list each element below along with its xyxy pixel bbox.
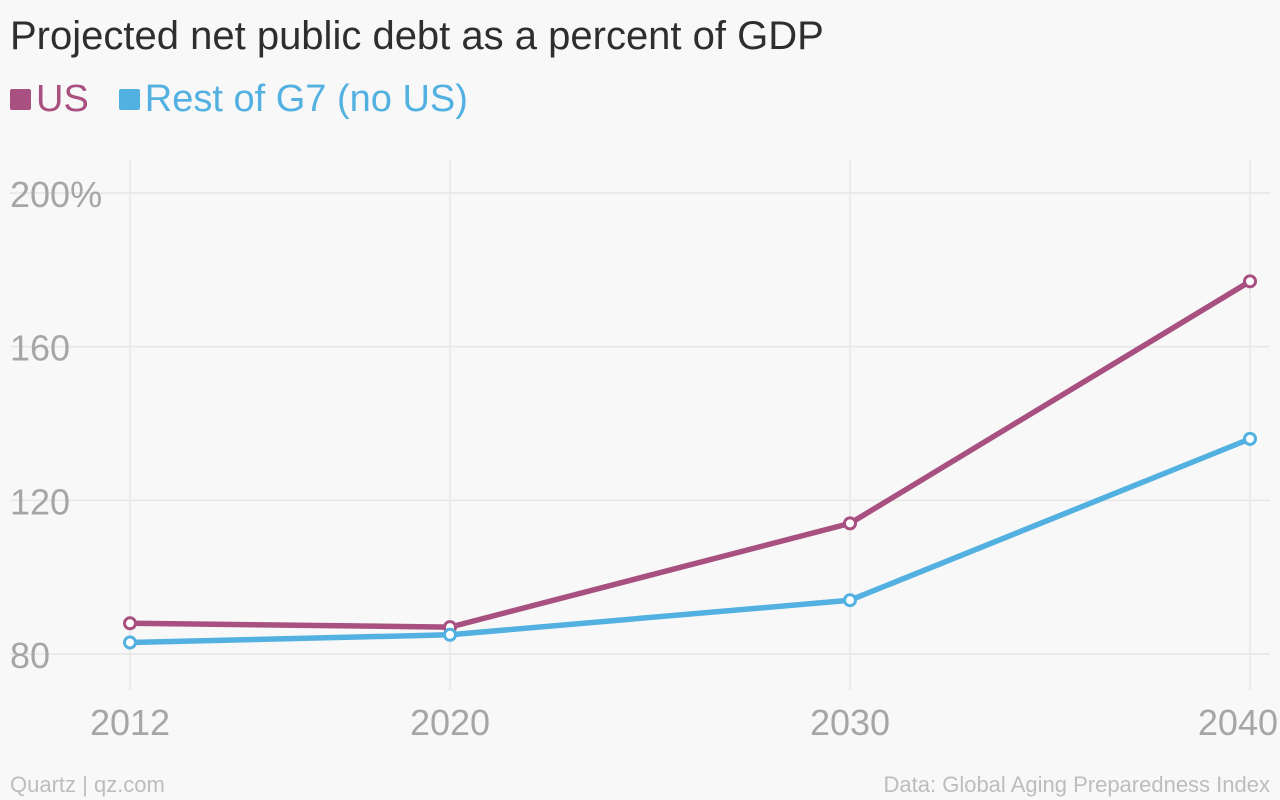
y-tick-label: 120 xyxy=(10,481,70,522)
x-tick-label: 2020 xyxy=(410,702,490,743)
data-point-rest-of-g7 xyxy=(123,635,137,650)
data-point-us xyxy=(123,616,137,631)
series-line-us xyxy=(127,278,1253,630)
legend-item-us: US xyxy=(10,78,89,121)
legend: US Rest of G7 (no US) xyxy=(10,78,498,121)
x-tick-label: 2030 xyxy=(810,702,890,743)
y-tick-label: 80 xyxy=(10,635,50,676)
source-text: Data: Global Aging Preparedness Index xyxy=(883,772,1270,797)
data-point-rest-of-g7 xyxy=(1243,431,1257,446)
x-tick-label: 2012 xyxy=(90,702,170,743)
data-point-us xyxy=(1243,274,1257,289)
data-point-rest-of-g7 xyxy=(443,627,457,642)
legend-label-rest-of-g7: Rest of G7 (no US) xyxy=(144,78,468,120)
y-tick-label: 200% xyxy=(10,174,102,215)
legend-label-us: US xyxy=(36,78,89,120)
legend-swatch-rest-of-g7 xyxy=(118,89,140,110)
x-tick-label: 2040 xyxy=(1198,702,1278,743)
y-tick-label: 160 xyxy=(10,328,70,369)
data-point-rest-of-g7 xyxy=(843,593,857,608)
chart-title: Projected net public debt as a percent o… xyxy=(10,14,824,58)
credit-text: Quartz | qz.com xyxy=(10,772,165,797)
legend-item-rest-of-g7: Rest of G7 (no US) xyxy=(118,78,468,121)
data-point-us xyxy=(843,516,857,531)
legend-swatch-us xyxy=(10,89,31,110)
series-line-rest-of-g7 xyxy=(127,436,1253,646)
